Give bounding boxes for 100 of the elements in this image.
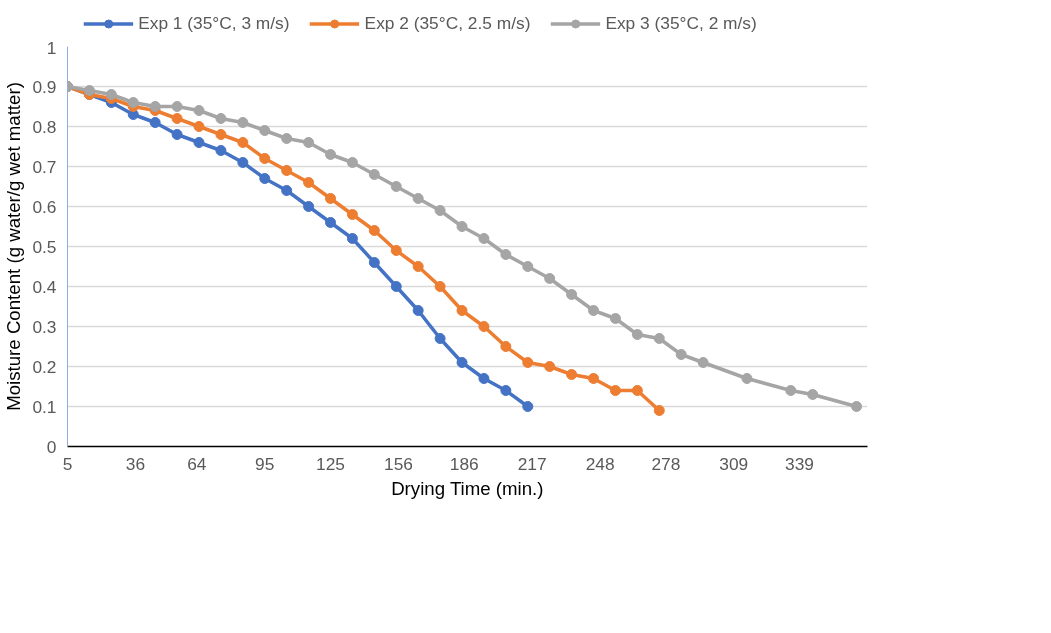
y-tick-label: 0.2 [32,356,57,377]
point [741,373,753,384]
point [303,137,315,148]
point [522,401,534,412]
point [478,373,490,384]
point [215,129,227,140]
point [390,281,402,292]
x-tick-label: 64 [187,453,207,474]
point [105,89,117,100]
point [237,137,249,148]
x-tick-label: 217 [517,453,547,474]
point [434,333,446,344]
y-tick-label: 1 [46,37,57,58]
legend-label: Exp 1 (35°C, 3 m/s) [138,12,290,34]
point [281,185,293,196]
point [500,249,512,260]
point [127,97,139,108]
y-tick-label: 0.8 [32,116,57,137]
point [171,113,183,124]
y-tick-label: 0.6 [32,196,57,217]
point [609,313,621,324]
point [478,233,490,244]
point [631,329,643,340]
point [215,113,227,124]
point [193,105,205,116]
x-tick-label: 5 [62,453,73,474]
point [346,233,358,244]
point [368,257,380,268]
y-axis-title: Moisture Content (g water/g wet matter) [3,82,25,411]
point [325,149,337,160]
point [237,157,249,168]
point [456,357,468,368]
point [588,305,600,316]
legend-label: Exp 2 (35°C, 2.5 m/s) [364,12,531,34]
point [83,85,95,96]
x-tick-label: 95 [255,453,275,474]
point [193,137,205,148]
point [851,401,863,412]
point [303,177,315,188]
point [325,193,337,204]
point [500,385,512,396]
x-tick-label: 309 [719,453,749,474]
point [259,153,271,164]
point [653,405,665,416]
point [412,305,424,316]
point [346,157,358,168]
point [412,261,424,272]
x-tick-label: 156 [384,453,413,474]
y-tick-label: 0.7 [32,156,57,177]
point [215,145,227,156]
point [171,129,183,140]
point [544,273,556,284]
point [631,385,643,396]
point [434,205,446,216]
point [609,385,621,396]
point [149,117,161,128]
point [237,117,249,128]
point [171,101,183,112]
point [303,201,315,212]
point [259,125,271,136]
x-tick-label: 125 [316,453,345,474]
point [588,373,600,384]
y-tick-label: 0 [46,436,57,457]
point [697,357,709,368]
point [412,193,424,204]
point [368,225,380,236]
point [544,361,556,372]
legend-label: Exp 3 (35°C, 2 m/s) [605,12,757,34]
point [346,209,358,220]
point [281,133,293,144]
point [478,321,490,332]
y-tick-label: 0.1 [32,396,57,417]
point [566,369,578,380]
y-tick-label: 0.4 [32,276,57,297]
point [807,389,819,400]
point [500,341,512,352]
point [368,169,380,180]
point [456,305,468,316]
x-tick-label: 339 [785,453,815,474]
point [193,121,205,132]
x-tick-label: 278 [651,453,681,474]
point [149,101,161,112]
point [456,221,468,232]
y-tick-label: 0.5 [32,236,57,257]
y-tick-label: 0.9 [32,76,57,97]
point [325,217,337,228]
x-tick-label: 248 [585,453,615,474]
point [281,165,293,176]
point [259,173,271,184]
x-tick-label: 36 [125,453,146,474]
point [390,245,402,256]
point [522,357,534,368]
point [675,349,687,360]
point [653,333,665,344]
point [785,385,797,396]
point [566,289,578,300]
point [434,281,446,292]
point [522,261,534,272]
y-tick-label: 0.3 [32,316,57,337]
point [390,181,402,192]
